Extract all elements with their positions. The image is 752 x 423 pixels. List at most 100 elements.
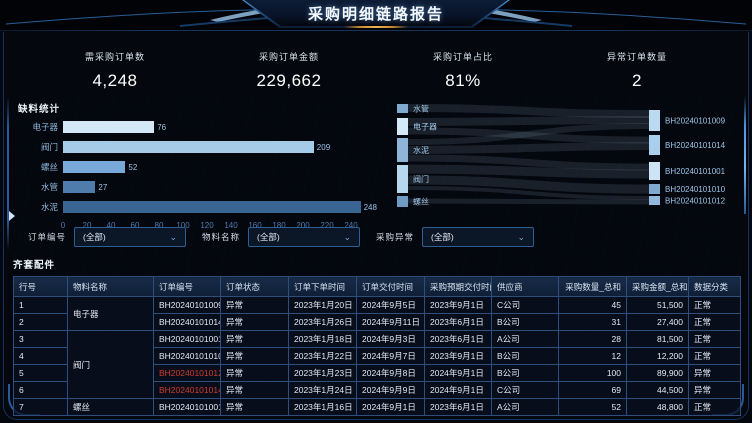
cell-placed-date: 2023年1月20日	[288, 296, 357, 314]
cell-category: 正常	[688, 330, 741, 348]
sankey-flow[interactable]	[407, 142, 650, 154]
sankey-node-left-4[interactable]	[397, 196, 408, 207]
cell-status: 异常	[220, 381, 289, 399]
order-link-sankey: 水管 电子器 水泥 阀门 螺丝 BH20240101009 BH20240101014 BH2…	[393, 98, 745, 216]
filter-dropdown-0[interactable]: (全部) ⌄	[74, 227, 187, 247]
bar-1[interactable]	[63, 141, 314, 153]
bar-chart-rows: 电子器 76 阀门 209 螺丝 52 水管 27 水泥 248	[18, 121, 390, 213]
sankey-node-left-1[interactable]	[397, 118, 408, 135]
sankey-node-right-1[interactable]	[649, 135, 660, 155]
x-tick: 80	[154, 221, 164, 230]
sankey-flow[interactable]	[407, 154, 650, 171]
col-header-8: 采购数量_总和	[558, 276, 627, 297]
kpi-2: 采购订单占比 81%	[376, 50, 550, 91]
shortage-bar-chart: 缺料统计 电子器 76 阀门 209 螺丝 52 水管 27 水泥 248 0 20 40 60 80 10…	[18, 101, 390, 230]
bar-row-2: 螺丝 52	[18, 161, 390, 173]
cell-placed-date: 2023年1月26日	[288, 313, 357, 331]
cell-deliver-date: 2024年9月8日	[356, 364, 425, 382]
bar-2[interactable]	[63, 161, 126, 173]
cell-deliver-date: 2024年9月9日	[356, 381, 425, 399]
cell-expected-date: 2023年6月1日	[424, 330, 492, 348]
table-row[interactable]: 2 BH20240101014 异常 2023年1月26日 2024年9月11日 2023…	[13, 313, 741, 331]
bar-category-label: 水管	[40, 182, 58, 192]
x-tick: 180	[272, 221, 286, 230]
table-row[interactable]: 3 阀门 BH20240101001 异常 2023年1月18日 2024年9月3日 202…	[13, 330, 741, 399]
x-tick: 120	[200, 221, 214, 230]
cell-qty: 12	[558, 347, 627, 365]
cell-amount: 89,900	[626, 364, 689, 382]
sankey-node-label: BH20240101014	[665, 141, 726, 150]
cell-supplier: C公司	[491, 296, 559, 314]
sankey-flow[interactable]	[407, 198, 650, 205]
table-row[interactable]: 6 BH20240101014 异常 2023年1月24日 2024年9月9日 2024年…	[13, 381, 741, 399]
cell-order-no: BH20240101010	[153, 347, 221, 365]
col-header-1: 物料名称	[67, 276, 154, 297]
kpi-value: 81%	[445, 71, 481, 90]
table-row[interactable]: 7 螺丝 BH20240101001 异常 2023年1月16日 2024年9月1日 202…	[13, 398, 741, 416]
filter-dropdown-2[interactable]: (全部) ⌄	[422, 227, 535, 247]
sankey-node-left-3[interactable]	[397, 165, 408, 193]
sankey-node-right-0[interactable]	[649, 110, 660, 131]
cell-supplier: A公司	[491, 398, 559, 416]
cell-row-no: 5	[13, 364, 68, 382]
kpi-label: 异常订单数量	[606, 52, 667, 62]
sankey-node-label: BH20240101009	[665, 117, 726, 126]
x-tick: 60	[130, 221, 140, 230]
x-tick: 20	[82, 221, 92, 230]
cell-status: 异常	[220, 364, 289, 382]
sankey-flow[interactable]	[407, 175, 650, 194]
filter-dropdown-1[interactable]: (全部) ⌄	[248, 227, 361, 247]
cell-deliver-date: 2024年9月11日	[356, 313, 425, 331]
dropdown-value: (全部)	[83, 232, 106, 242]
sankey-node-left-2[interactable]	[397, 138, 408, 162]
parts-table: 行号 物料名称 订单编号 订单状态 订单下单时间 订单交付时间 采购预期交付时间 供应商 采购数…	[13, 276, 741, 416]
sankey-node-right-3[interactable]	[649, 184, 660, 194]
cell-placed-date: 2023年1月16日	[288, 398, 357, 416]
bar-3[interactable]	[63, 181, 96, 193]
sankey-node-left-0[interactable]	[397, 104, 408, 113]
sankey-node-label: 水泥	[413, 145, 429, 155]
cell-status: 异常	[220, 296, 289, 314]
bar-row-3: 水管 27	[18, 181, 390, 193]
bar-4[interactable]	[63, 201, 361, 213]
sankey-node-right-4[interactable]	[649, 196, 660, 205]
cell-qty: 100	[558, 364, 627, 382]
col-header-3: 订单状态	[220, 276, 289, 297]
sankey-flow[interactable]	[407, 164, 650, 179]
sankey-flow[interactable]	[407, 104, 650, 118]
cell-order-no: BH20240101001	[153, 398, 221, 416]
sankey-node-label: BH20240101001	[665, 167, 726, 176]
bar-chart-title: 缺料统计	[18, 104, 61, 115]
bar-0[interactable]	[63, 121, 155, 133]
kpi-3: 异常订单数量 2	[550, 50, 724, 91]
cell-qty: 69	[558, 381, 627, 399]
bar-chart-x-axis: 0 20 40 60 80 100 120 140 160 180 200 220 240	[61, 221, 390, 233]
cell-expected-date: 2023年9月1日	[424, 347, 492, 365]
cell-expected-date: 2023年6月1日	[424, 398, 492, 416]
sankey-node-right-2[interactable]	[649, 162, 660, 180]
cell-expected-date: 2023年6月1日	[424, 313, 492, 331]
cell-expected-date: 2023年9月1日	[424, 296, 492, 314]
cell-amount: 81,500	[626, 330, 689, 348]
bar-category-label: 电子器	[32, 122, 58, 132]
sankey-flow[interactable]	[407, 186, 650, 200]
cell-deliver-date: 2024年9月3日	[356, 330, 425, 348]
cell-row-no: 1	[13, 296, 68, 314]
cell-supplier: C公司	[491, 381, 559, 399]
sankey-flow[interactable]	[407, 116, 650, 126]
sankey-flow[interactable]	[407, 127, 650, 144]
table-title: 齐套配件	[13, 260, 56, 271]
cell-category: 正常	[688, 296, 741, 314]
cell-status: 异常	[220, 347, 289, 365]
dropdown-value: (全部)	[431, 232, 454, 242]
left-edge-accent	[7, 96, 9, 251]
cell-placed-date: 2023年1月18日	[288, 330, 357, 348]
table-row[interactable]: 4 BH20240101010 异常 2023年1月22日 2024年9月7日 2023年…	[13, 347, 741, 365]
table-row[interactable]: 1 电子器 BH20240101009 异常 2023年1月20日 2024年9月5日 20…	[13, 296, 741, 331]
sankey-node-label: BH20240101012	[665, 197, 726, 206]
sankey-flow[interactable]	[407, 123, 650, 145]
kpi-0: 需采购订单数 4,248	[28, 50, 202, 91]
cell-material: 螺丝	[67, 398, 154, 416]
cell-qty: 52	[558, 398, 627, 416]
